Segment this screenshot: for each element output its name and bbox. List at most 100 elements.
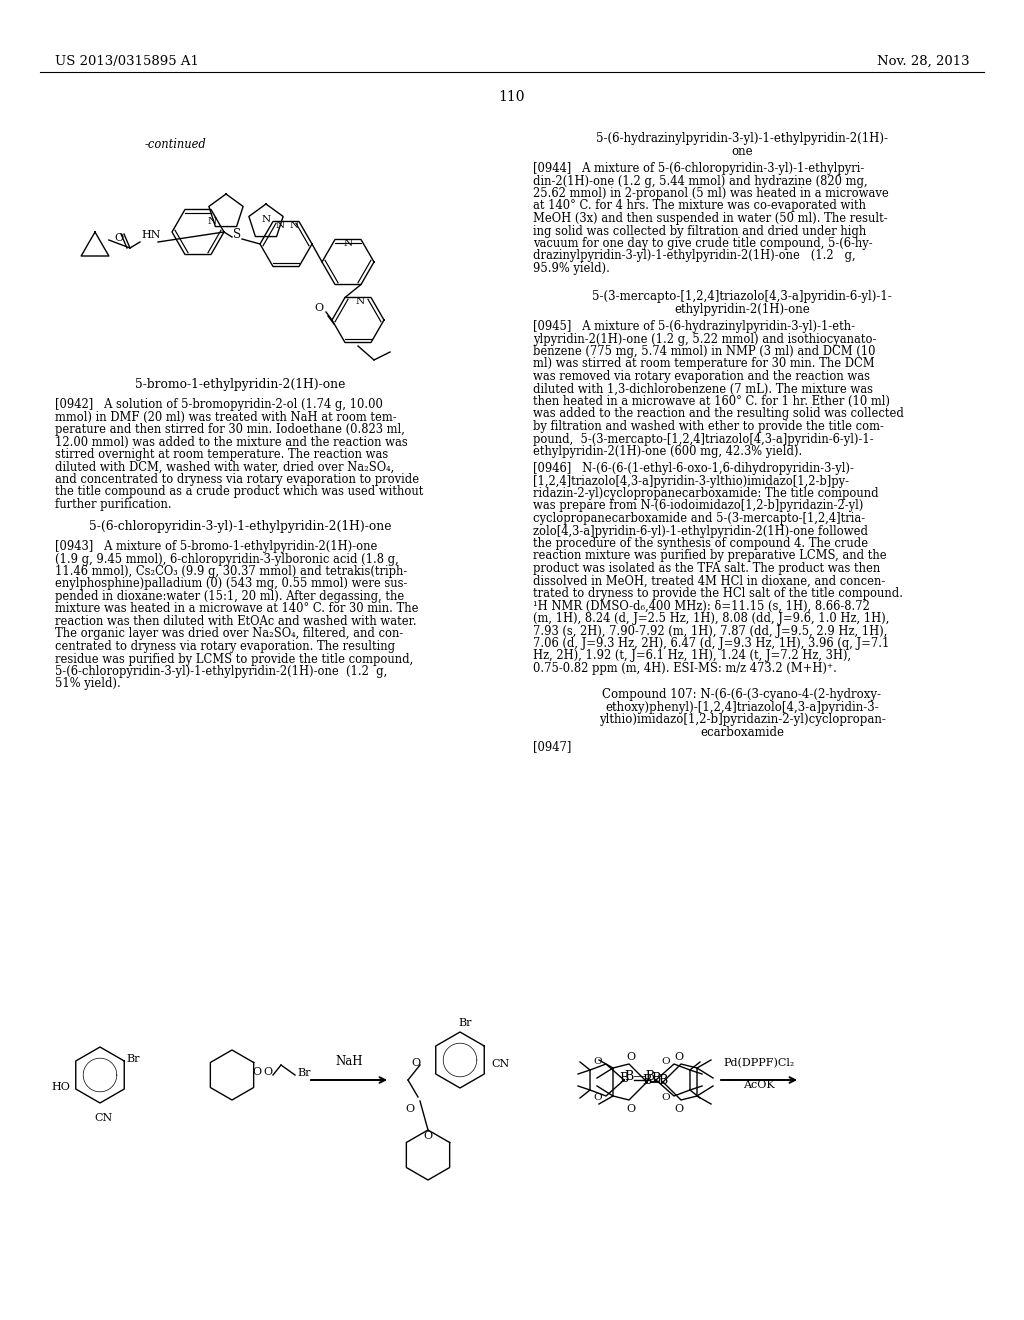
Text: 5-(6-hydrazinylpyridin-3-yl)-1-ethylpyridin-2(1H)-: 5-(6-hydrazinylpyridin-3-yl)-1-ethylpyri… [596, 132, 888, 145]
Text: ecarboxamide: ecarboxamide [700, 726, 784, 738]
Text: ethoxy)phenyl)-[1,2,4]triazolo[4,3-a]pyridin-3-: ethoxy)phenyl)-[1,2,4]triazolo[4,3-a]pyr… [605, 701, 879, 714]
Text: Pd(DPPF)Cl₂: Pd(DPPF)Cl₂ [723, 1057, 795, 1068]
Text: O: O [675, 1052, 684, 1063]
Text: ing solid was collected by filtration and dried under high: ing solid was collected by filtration an… [534, 224, 866, 238]
Text: (m, 1H), 8.24 (d, J=2.5 Hz, 1H), 8.08 (dd, J=9.6, 1.0 Hz, 1H),: (m, 1H), 8.24 (d, J=2.5 Hz, 1H), 8.08 (d… [534, 612, 890, 624]
Text: -continued: -continued [144, 139, 206, 150]
Text: CN: CN [94, 1113, 113, 1123]
Text: ridazin-2-yl)cyclopropanecarboxamide: The title compound: ridazin-2-yl)cyclopropanecarboxamide: Th… [534, 487, 879, 500]
Text: [1,2,4]triazolo[4,3-a]pyridin-3-ylthio)imidazo[1,2-b]py-: [1,2,4]triazolo[4,3-a]pyridin-3-ylthio)i… [534, 474, 849, 487]
Text: MeOH (3x) and then suspended in water (50 ml). The result-: MeOH (3x) and then suspended in water (5… [534, 213, 888, 224]
Text: Br: Br [459, 1018, 472, 1028]
Text: by filtration and washed with ether to provide the title com-: by filtration and washed with ether to p… [534, 420, 884, 433]
Text: mixture was heated in a microwave at 140° C. for 30 min. The: mixture was heated in a microwave at 140… [55, 602, 419, 615]
Text: was prepare from N-(6-iodoimidazo[1,2-b]pyridazin-2-yl): was prepare from N-(6-iodoimidazo[1,2-b]… [534, 499, 863, 512]
Text: stirred overnight at room temperature. The reaction was: stirred overnight at room temperature. T… [55, 447, 388, 461]
Text: O: O [424, 1131, 432, 1140]
Text: O: O [263, 1067, 272, 1077]
Text: N: N [208, 218, 216, 227]
Text: 7.06 (d, J=9.3 Hz, 2H), 6.47 (d, J=9.3 Hz, 1H), 3.96 (q, J=7.1: 7.06 (d, J=9.3 Hz, 2H), 6.47 (d, J=9.3 H… [534, 638, 890, 649]
Text: O: O [594, 1093, 602, 1102]
Text: Br: Br [126, 1053, 139, 1064]
Text: O: O [252, 1067, 261, 1077]
Text: din-2(1H)-one (1.2 g, 5.44 mmol) and hydrazine (820 mg,: din-2(1H)-one (1.2 g, 5.44 mmol) and hyd… [534, 174, 867, 187]
Text: O: O [662, 1057, 671, 1067]
Text: vacuum for one day to give crude title compound, 5-(6-hy-: vacuum for one day to give crude title c… [534, 238, 872, 249]
Text: Nov. 28, 2013: Nov. 28, 2013 [878, 55, 970, 69]
Text: [0947]: [0947] [534, 741, 571, 752]
Text: (1.9 g, 9.45 mmol), 6-chloropyridin-3-ylboronic acid (1.8 g,: (1.9 g, 9.45 mmol), 6-chloropyridin-3-yl… [55, 553, 398, 565]
Text: AcOK: AcOK [743, 1080, 775, 1090]
Text: NaH: NaH [335, 1055, 362, 1068]
Text: and concentrated to dryness via rotary evaporation to provide: and concentrated to dryness via rotary e… [55, 473, 419, 486]
Text: 7.93 (s, 2H), 7.90-7.92 (m, 1H), 7.87 (dd, J=9.5, 2.9 Hz, 1H),: 7.93 (s, 2H), 7.90-7.92 (m, 1H), 7.87 (d… [534, 624, 888, 638]
Text: B: B [658, 1073, 668, 1086]
Text: O: O [114, 234, 123, 243]
Text: 5-(6-chloropyridin-3-yl)-1-ethylpyridin-2(1H)-one  (1.2  g,: 5-(6-chloropyridin-3-yl)-1-ethylpyridin-… [55, 665, 387, 678]
Text: N: N [275, 222, 285, 231]
Text: ylthio)imidazo[1,2-b]pyridazin-2-yl)cyclopropan-: ylthio)imidazo[1,2-b]pyridazin-2-yl)cycl… [599, 713, 886, 726]
Text: trated to dryness to provide the HCl salt of the title compound.: trated to dryness to provide the HCl sal… [534, 587, 903, 601]
Text: the procedure of the synthesis of compound 4. The crude: the procedure of the synthesis of compou… [534, 537, 868, 550]
Text: Compound 107: N-(6-(6-(3-cyano-4-(2-hydroxy-: Compound 107: N-(6-(6-(3-cyano-4-(2-hydr… [602, 688, 882, 701]
Text: B: B [651, 1072, 660, 1085]
Text: reaction was then diluted with EtOAc and washed with water.: reaction was then diluted with EtOAc and… [55, 615, 417, 628]
Text: diluted with 1,3-dichlorobenzene (7 mL). The mixture was: diluted with 1,3-dichlorobenzene (7 mL).… [534, 383, 873, 396]
Text: ethylpyridin-2(1H)-one: ethylpyridin-2(1H)-one [674, 304, 810, 315]
Text: perature and then stirred for 30 min. Iodoethane (0.823 ml,: perature and then stirred for 30 min. Io… [55, 422, 404, 436]
Text: N: N [355, 297, 365, 306]
Text: reaction mixture was purified by preparative LCMS, and the: reaction mixture was purified by prepara… [534, 549, 887, 562]
Text: 5-(6-chloropyridin-3-yl)-1-ethylpyridin-2(1H)-one: 5-(6-chloropyridin-3-yl)-1-ethylpyridin-… [89, 520, 391, 533]
Text: HN: HN [141, 230, 161, 240]
Text: O: O [314, 304, 324, 313]
Text: 0.75-0.82 ppm (m, 4H). ESI-MS: m/z 473.2 (M+H)⁺.: 0.75-0.82 ppm (m, 4H). ESI-MS: m/z 473.2… [534, 663, 837, 675]
Text: 5-bromo-1-ethylpyridin-2(1H)-one: 5-bromo-1-ethylpyridin-2(1H)-one [135, 378, 345, 391]
Text: B: B [620, 1072, 629, 1085]
Text: 25.62 mmol) in 2-propanol (5 ml) was heated in a microwave: 25.62 mmol) in 2-propanol (5 ml) was hea… [534, 187, 889, 201]
Text: product was isolated as the TFA salt. The product was then: product was isolated as the TFA salt. Th… [534, 562, 881, 576]
Text: O: O [406, 1104, 415, 1114]
Text: residue was purified by LCMS to provide the title compound,: residue was purified by LCMS to provide … [55, 652, 414, 665]
Text: N: N [261, 215, 270, 224]
Text: US 2013/0315895 A1: US 2013/0315895 A1 [55, 55, 199, 69]
Text: mmol) in DMF (20 ml) was treated with NaH at room tem-: mmol) in DMF (20 ml) was treated with Na… [55, 411, 396, 424]
Text: [0942]   A solution of 5-bromopyridin-2-ol (1.74 g, 10.00: [0942] A solution of 5-bromopyridin-2-ol… [55, 399, 383, 411]
Text: 110: 110 [499, 90, 525, 104]
Text: dissolved in MeOH, treated 4M HCl in dioxane, and concen-: dissolved in MeOH, treated 4M HCl in dio… [534, 574, 886, 587]
Text: zolo[4,3-a]pyridin-6-yl)-1-ethylpyridin-2(1H)-one followed: zolo[4,3-a]pyridin-6-yl)-1-ethylpyridin-… [534, 524, 868, 537]
Text: benzene (775 mg, 5.74 mmol) in NMP (3 ml) and DCM (10: benzene (775 mg, 5.74 mmol) in NMP (3 ml… [534, 345, 876, 358]
Text: pended in dioxane:water (15:1, 20 ml). After degassing, the: pended in dioxane:water (15:1, 20 ml). A… [55, 590, 404, 603]
Text: CN: CN [490, 1059, 509, 1069]
Text: O: O [675, 1104, 684, 1114]
Text: 11.46 mmol), Cs₂CO₃ (9.9 g, 30.37 mmol) and tetrakis(triph-: 11.46 mmol), Cs₂CO₃ (9.9 g, 30.37 mmol) … [55, 565, 408, 578]
Text: then heated in a microwave at 160° C. for 1 hr. Ether (10 ml): then heated in a microwave at 160° C. fo… [534, 395, 890, 408]
Text: HO: HO [52, 1082, 71, 1092]
Text: O: O [411, 1059, 420, 1068]
Text: was removed via rotary evaporation and the reaction was: was removed via rotary evaporation and t… [534, 370, 870, 383]
Text: pound,  5-(3-mercapto-[1,2,4]triazolo[4,3-a]pyridin-6-yl)-1-: pound, 5-(3-mercapto-[1,2,4]triazolo[4,3… [534, 433, 873, 446]
Text: at 140° C. for 4 hrs. The mixture was co-evaporated with: at 140° C. for 4 hrs. The mixture was co… [534, 199, 866, 213]
Text: ethylpyridin-2(1H)-one (600 mg, 42.3% yield).: ethylpyridin-2(1H)-one (600 mg, 42.3% yi… [534, 445, 802, 458]
Text: further purification.: further purification. [55, 498, 172, 511]
Text: Br: Br [297, 1068, 310, 1078]
Text: the title compound as a crude product which was used without: the title compound as a crude product wh… [55, 486, 423, 499]
Text: [0946]   N-(6-(6-(1-ethyl-6-oxo-1,6-dihydropyridin-3-yl)-: [0946] N-(6-(6-(1-ethyl-6-oxo-1,6-dihydr… [534, 462, 854, 475]
Text: N: N [290, 222, 299, 231]
Text: [0945]   A mixture of 5-(6-hydrazinylpyridin-3-yl)-1-eth-: [0945] A mixture of 5-(6-hydrazinylpyrid… [534, 319, 855, 333]
Text: B—B: B—B [625, 1071, 655, 1084]
Text: 95.9% yield).: 95.9% yield). [534, 261, 610, 275]
Text: The organic layer was dried over Na₂SO₄, filtered, and con-: The organic layer was dried over Na₂SO₄,… [55, 627, 403, 640]
Text: 12.00 mmol) was added to the mixture and the reaction was: 12.00 mmol) was added to the mixture and… [55, 436, 408, 449]
Text: was added to the reaction and the resulting solid was collected: was added to the reaction and the result… [534, 408, 904, 421]
Text: ¹H NMR (DMSO-d₆,400 MHz): δ=11.15 (s, 1H), 8.66-8.72: ¹H NMR (DMSO-d₆,400 MHz): δ=11.15 (s, 1H… [534, 599, 869, 612]
Text: [0943]   A mixture of 5-bromo-1-ethylpyridin-2(1H)-one: [0943] A mixture of 5-bromo-1-ethylpyrid… [55, 540, 378, 553]
Text: O: O [594, 1057, 602, 1067]
Text: O: O [662, 1093, 671, 1102]
Text: O: O [627, 1104, 636, 1114]
Text: one: one [731, 145, 753, 158]
Text: Hz, 2H), 1.92 (t, J=6.1 Hz, 1H), 1.24 (t, J=7.2 Hz, 3H),: Hz, 2H), 1.92 (t, J=6.1 Hz, 1H), 1.24 (t… [534, 649, 851, 663]
Text: O: O [627, 1052, 636, 1063]
Text: diluted with DCM, washed with water, dried over Na₂SO₄,: diluted with DCM, washed with water, dri… [55, 461, 394, 474]
Text: ylpyridin-2(1H)-one (1.2 g, 5.22 mmol) and isothiocyanato-: ylpyridin-2(1H)-one (1.2 g, 5.22 mmol) a… [534, 333, 877, 346]
Text: [0944]   A mixture of 5-(6-chloropyridin-3-yl)-1-ethylpyri-: [0944] A mixture of 5-(6-chloropyridin-3… [534, 162, 864, 176]
